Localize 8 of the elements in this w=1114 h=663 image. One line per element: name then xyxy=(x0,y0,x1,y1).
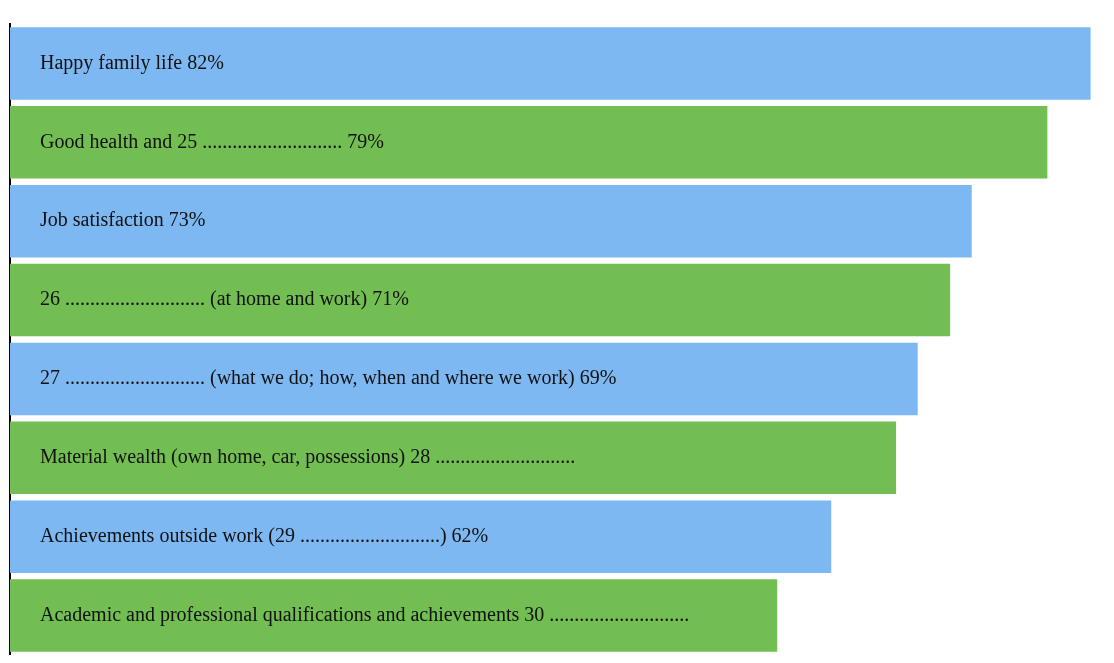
y-tick-label: Job satisfaction 73% xyxy=(40,208,206,231)
y-tick-label: Academic and professional qualifications and achievements 30 ............................ xyxy=(40,602,690,626)
y-tick-label: 27 ............................ (what we do; how, when and where we work) 69% xyxy=(40,366,617,390)
y-tick-label: Good health and 25 ............................ 79% xyxy=(40,129,384,152)
y-tick-label: 26 ............................ (at home and work) 71% xyxy=(40,287,409,311)
y-tick-label: Achievements outside work (29 ............................) 62% xyxy=(40,523,489,547)
y-tick-label: Material wealth (own home, car, possessions) 28 ............................ xyxy=(40,445,576,469)
y-tick-label: Happy family life 82% xyxy=(40,50,224,74)
